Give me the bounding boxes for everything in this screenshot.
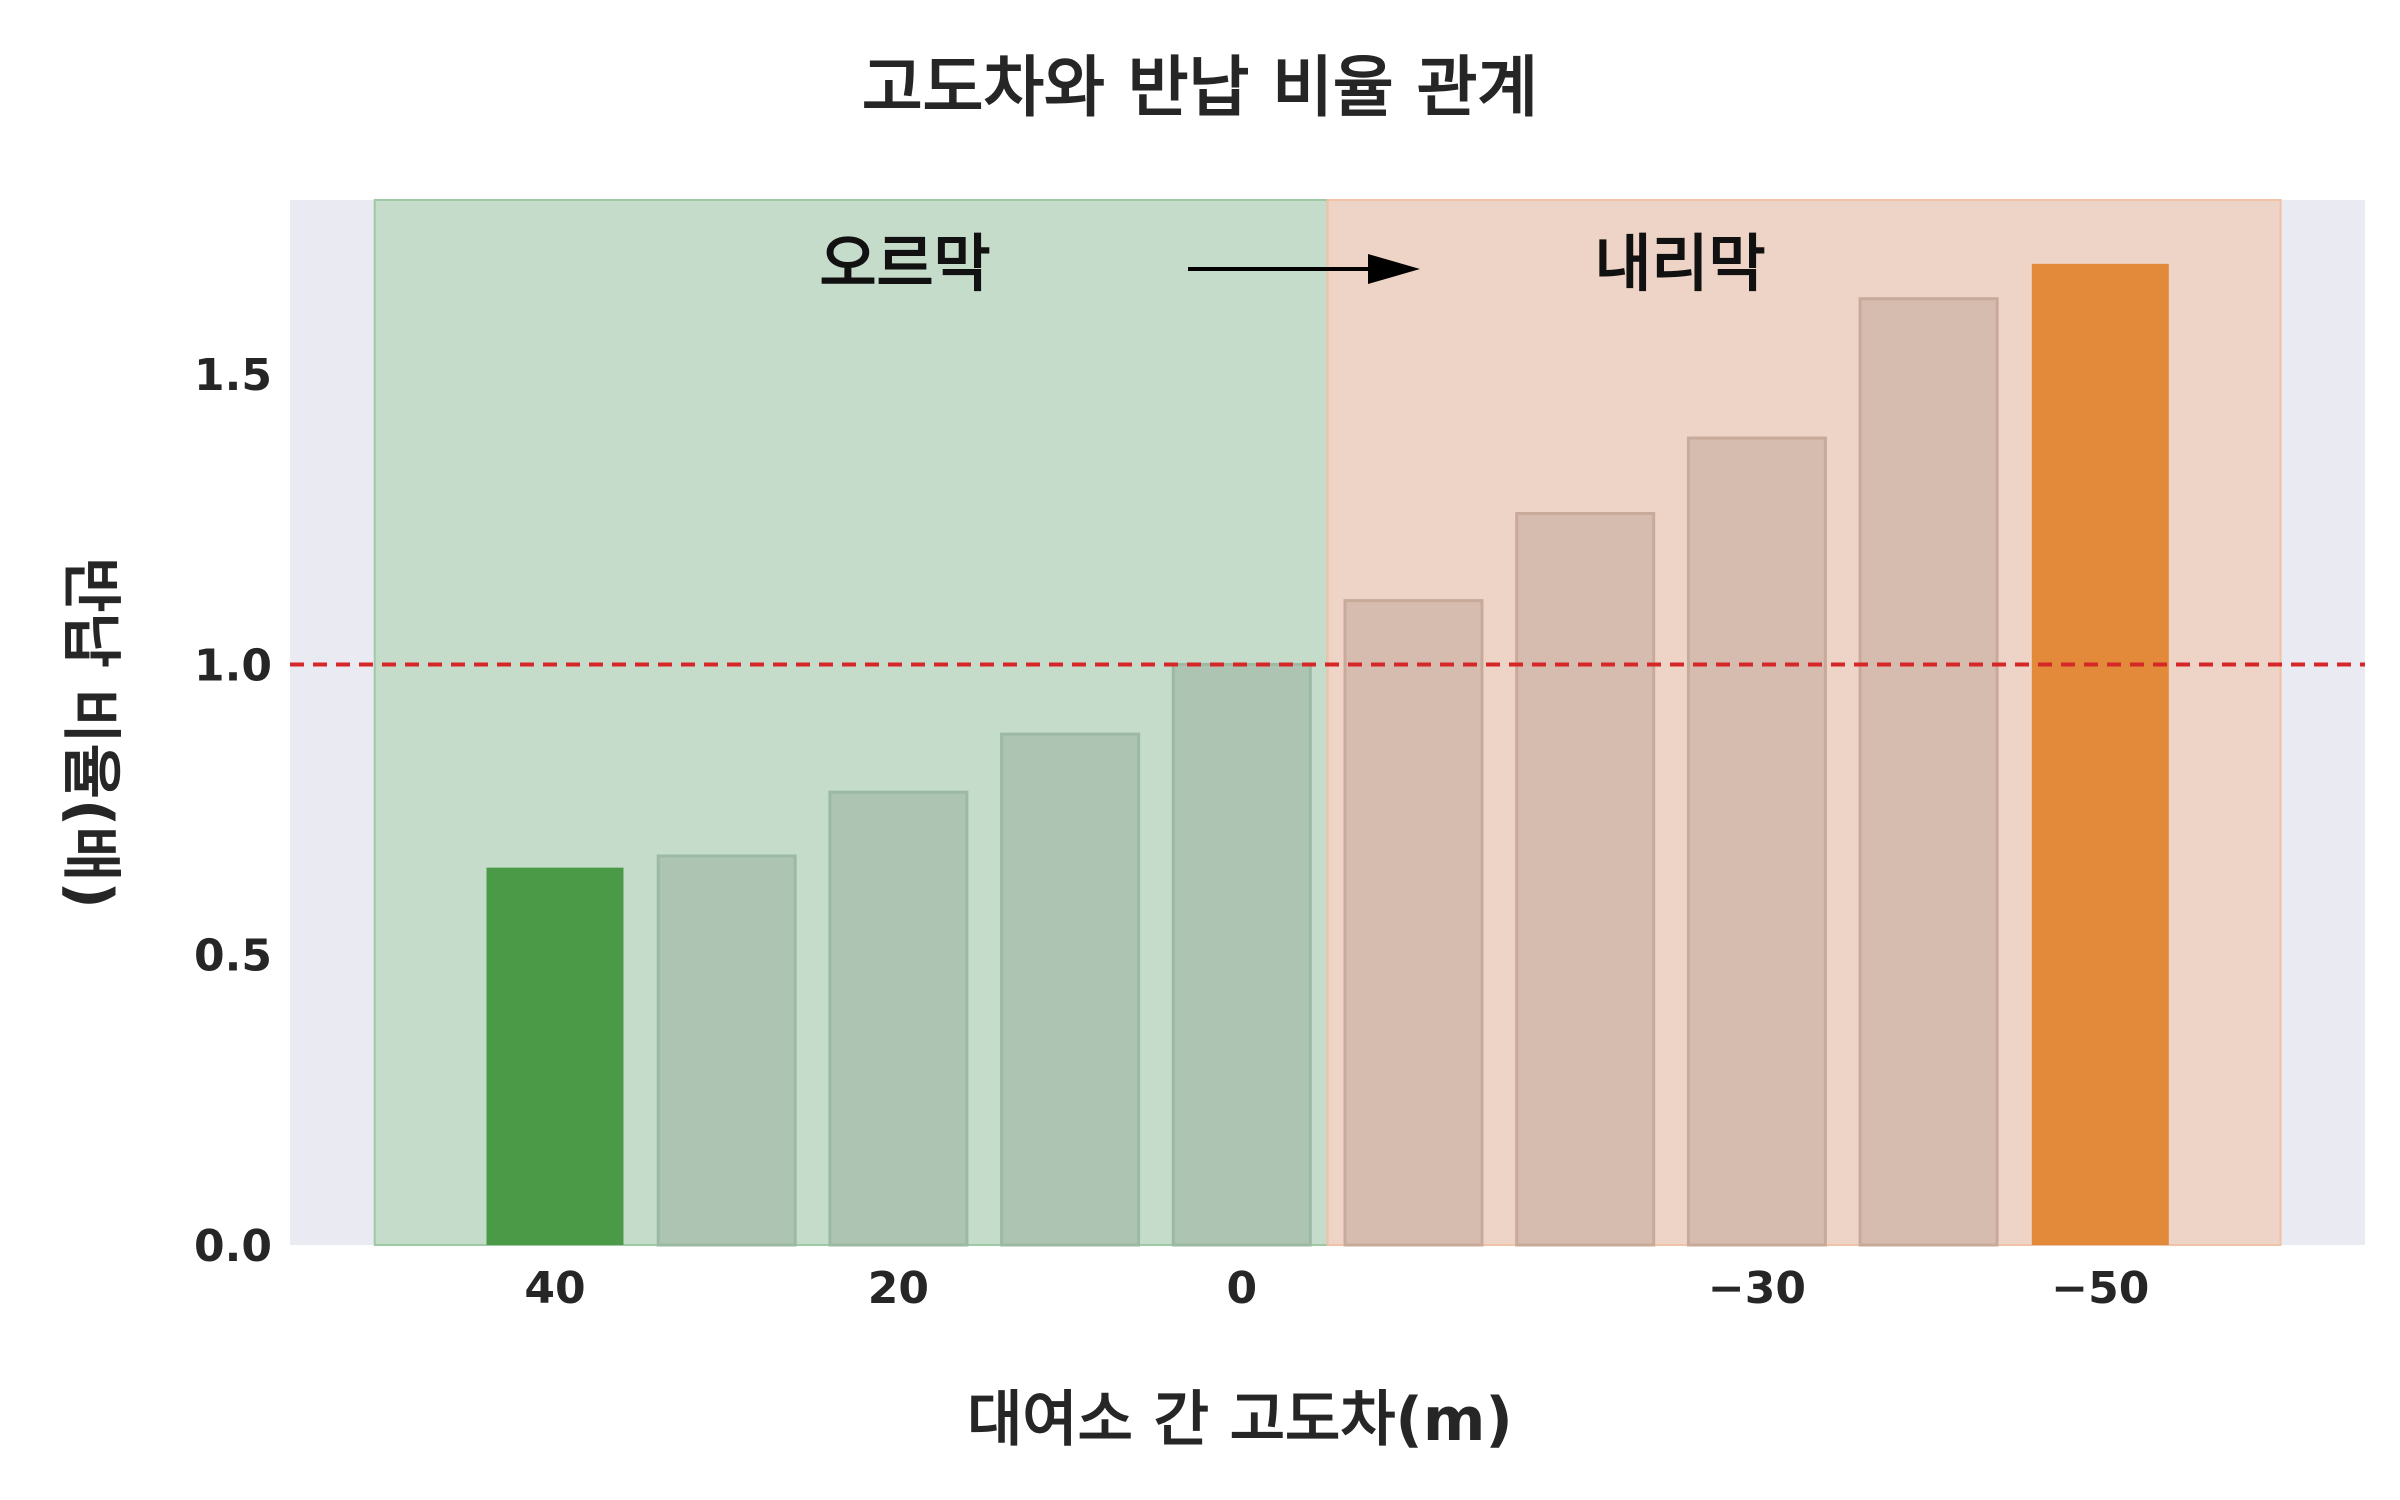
bar [828, 790, 969, 1247]
bar [1000, 732, 1141, 1247]
bar [656, 854, 797, 1247]
x-tick-label: 0 [1226, 1263, 1257, 1314]
plot-area: 0.0 0.5 1.0 1.5 40 20 0 −30 −50 오르막 내리막 [194, 199, 2365, 1314]
x-tick-label: −50 [2051, 1263, 2149, 1314]
direction-arrow-head [1368, 254, 1420, 284]
bar [486, 867, 624, 1245]
bar [1858, 297, 1999, 1247]
bar [1343, 599, 1484, 1247]
chart-title: 고도차와 반납 비율 관계 [862, 49, 1538, 126]
y-tick-label: 1.5 [194, 350, 272, 401]
bar [1686, 436, 1827, 1247]
y-axis-title: 반납 비율(배) [55, 557, 125, 909]
y-tick-label: 0.5 [194, 931, 272, 982]
x-tick-label: −30 [1708, 1263, 1806, 1314]
y-tick-label: 1.0 [194, 640, 272, 691]
x-tick-label: 40 [524, 1263, 585, 1314]
x-axis-title: 대여소 간 고도차(m) [967, 1385, 1513, 1455]
bar [2031, 263, 2169, 1246]
bar [1171, 662, 1312, 1247]
x-tick-label: 20 [868, 1263, 929, 1314]
y-tick-label: 0.0 [194, 1221, 272, 1272]
bar [1515, 512, 1656, 1247]
downhill-label: 내리막 [1594, 227, 1765, 300]
uphill-label: 오르막 [819, 227, 990, 300]
